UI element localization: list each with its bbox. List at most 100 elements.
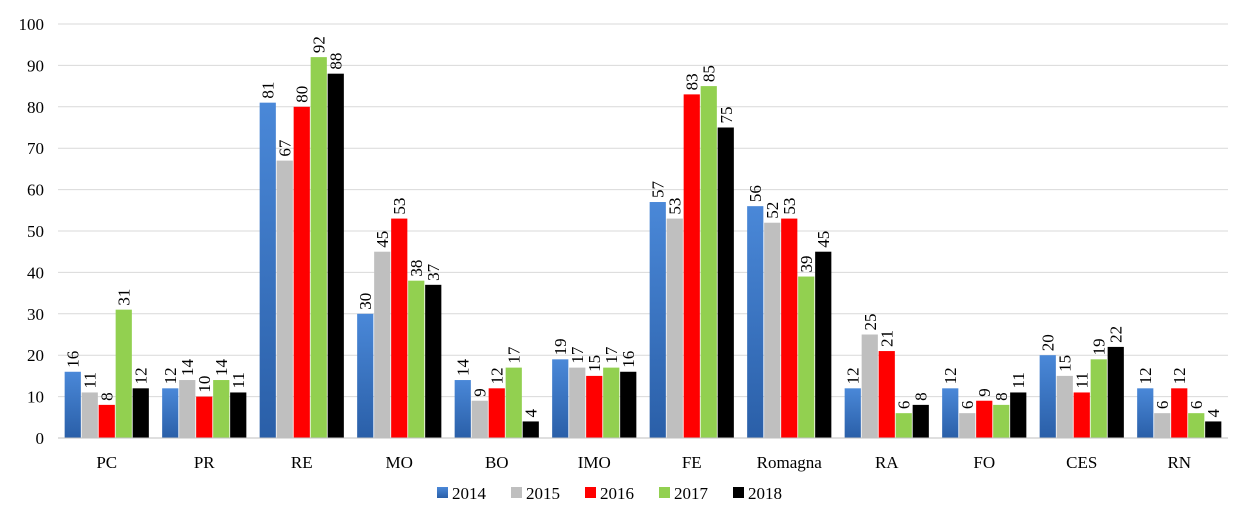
y-tick-label: 30 xyxy=(27,305,44,324)
legend: 2014 2015 2016 2017 2018 xyxy=(437,484,782,503)
x-tick-label: PR xyxy=(194,453,215,472)
data-label: 39 xyxy=(797,256,816,273)
data-label: 6 xyxy=(895,401,914,410)
data-label: 10 xyxy=(195,376,214,393)
y-tick-label: 0 xyxy=(36,429,45,448)
bar-2014-RA xyxy=(844,388,861,438)
data-label: 88 xyxy=(327,53,346,70)
data-label: 17 xyxy=(602,346,621,364)
bar-2017-IMO xyxy=(603,367,620,438)
data-label: 17 xyxy=(505,346,524,364)
y-tick-label: 40 xyxy=(27,263,44,282)
bar-2018-FE xyxy=(717,127,734,438)
bar-2016-MO xyxy=(391,218,408,438)
bar-2018-Romagna xyxy=(815,251,832,438)
bar-2015-MO xyxy=(374,251,391,438)
x-tick-label: IMO xyxy=(578,453,611,472)
bar-2018-IMO xyxy=(620,371,637,438)
data-label: 17 xyxy=(568,346,587,364)
bar-2017-BO xyxy=(505,367,522,438)
y-tick-label: 100 xyxy=(19,15,45,34)
bar-2014-MO xyxy=(357,313,374,438)
data-label: 31 xyxy=(115,289,134,306)
bar-2018-FO xyxy=(1010,392,1027,438)
bar-2016-RA xyxy=(878,351,895,438)
x-tick-label: FO xyxy=(973,453,995,472)
x-tick-label: MO xyxy=(386,453,413,472)
data-label: 22 xyxy=(1107,326,1126,343)
data-label: 4 xyxy=(1204,408,1223,417)
data-label: 6 xyxy=(1187,401,1206,410)
bar-2018-MO xyxy=(425,284,442,438)
data-label: 11 xyxy=(81,372,100,388)
bar-2015-PC xyxy=(81,392,98,438)
data-label: 12 xyxy=(132,367,151,384)
bar-2017-RA xyxy=(895,413,912,438)
bar-2017-FO xyxy=(993,404,1010,438)
data-label: 11 xyxy=(1073,372,1092,388)
bar-2015-RE xyxy=(276,160,293,438)
data-label: 8 xyxy=(992,392,1011,401)
data-label: 57 xyxy=(649,181,668,199)
x-axis: PC PR RE MO BO IMO FE Romagna RA FO CES RN xyxy=(58,437,1228,472)
data-label: 14 xyxy=(212,359,231,377)
x-tick-label: CES xyxy=(1066,453,1097,472)
x-tick-label: RE xyxy=(291,453,313,472)
data-label: 11 xyxy=(1009,372,1028,388)
bar-2014-Romagna xyxy=(747,206,764,438)
bar-2017-RN xyxy=(1188,413,1205,438)
bar-2015-Romagna xyxy=(764,222,781,438)
y-tick-label: 70 xyxy=(27,139,44,158)
legend-label: 2014 xyxy=(452,484,487,503)
legend-label: 2015 xyxy=(526,484,560,503)
bar-2017-MO xyxy=(408,280,425,438)
y-tick-label: 80 xyxy=(27,98,44,117)
bar-2015-IMO xyxy=(569,367,586,438)
x-tick-label: PC xyxy=(96,453,117,472)
bar-2018-CES xyxy=(1107,346,1124,438)
bar-2014-RE xyxy=(259,102,276,438)
bar-2018-RA xyxy=(912,404,929,438)
x-tick-label: BO xyxy=(485,453,509,472)
data-label: 14 xyxy=(178,359,197,377)
bar-2014-FO xyxy=(942,388,959,438)
y-tick-label: 20 xyxy=(27,346,44,365)
data-label: 85 xyxy=(700,65,719,82)
legend-label: 2017 xyxy=(674,484,709,503)
data-label: 12 xyxy=(1136,367,1155,384)
data-label: 16 xyxy=(64,351,83,368)
data-label: 81 xyxy=(259,82,278,99)
data-label: 14 xyxy=(454,359,473,377)
data-label: 12 xyxy=(161,367,180,384)
bar-2015-BO xyxy=(471,400,488,438)
legend-swatch-2018 xyxy=(733,487,744,498)
data-label: 12 xyxy=(488,367,507,384)
y-tick-label: 50 xyxy=(27,222,44,241)
data-label: 9 xyxy=(471,388,490,397)
bar-2017-RE xyxy=(310,57,327,439)
data-label: 15 xyxy=(1056,355,1075,372)
bar-2016-FE xyxy=(683,94,700,438)
x-tick-label: Romagna xyxy=(757,453,823,472)
bar-2017-FE xyxy=(700,86,717,438)
bar-2017-CES xyxy=(1090,359,1107,438)
bar-2017-Romagna xyxy=(798,276,815,438)
data-label: 53 xyxy=(390,198,409,215)
bar-2017-PR xyxy=(213,380,230,438)
bar-2018-RE xyxy=(327,73,344,439)
x-tick-label: RA xyxy=(875,453,899,472)
bar-2015-PR xyxy=(179,380,196,438)
bar-2016-CES xyxy=(1073,392,1090,438)
bar-2016-PC xyxy=(98,404,115,438)
data-label: 12 xyxy=(844,367,863,384)
data-label: 19 xyxy=(551,338,570,355)
bar-2015-RA xyxy=(861,334,878,438)
data-label: 45 xyxy=(373,231,392,248)
legend-swatch-2017 xyxy=(659,487,670,498)
x-tick-label: RN xyxy=(1167,453,1191,472)
y-axis: 0 10 20 30 40 50 60 70 80 90 100 xyxy=(19,15,45,448)
y-tick-label: 10 xyxy=(27,388,44,407)
data-label: 30 xyxy=(356,293,375,310)
